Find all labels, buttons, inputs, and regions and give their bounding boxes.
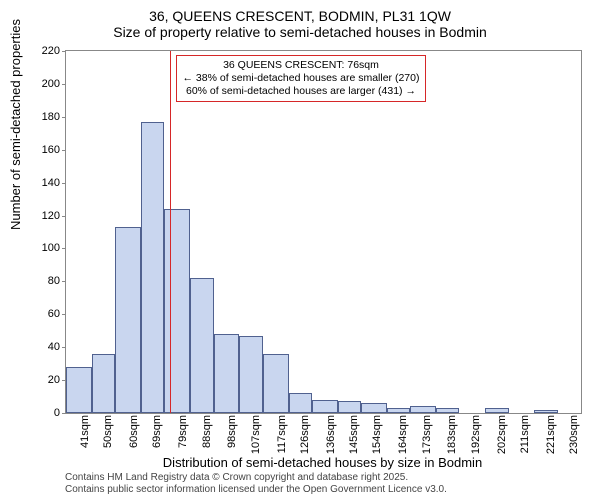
- y-tick-label: 100: [42, 242, 60, 254]
- histogram-bar: [115, 227, 141, 413]
- y-tick-label: 160: [42, 144, 60, 156]
- x-tick-label: 88sqm: [201, 415, 213, 448]
- histogram-bar: [66, 367, 92, 413]
- histogram-bar: [410, 406, 436, 413]
- histogram-bar: [387, 408, 410, 413]
- x-tick-label: 69sqm: [151, 415, 163, 448]
- x-tick-label: 126sqm: [299, 415, 311, 454]
- x-tick-label: 183sqm: [446, 415, 458, 454]
- chart-container: 36, QUEENS CRESCENT, BODMIN, PL31 1QW Si…: [0, 0, 600, 500]
- histogram-bar: [214, 334, 240, 413]
- reference-marker-line: [170, 51, 171, 413]
- y-tick-mark: [62, 183, 66, 184]
- x-tick-label: 117sqm: [276, 415, 288, 453]
- y-tick-label: 200: [42, 78, 60, 90]
- y-axis-label: Number of semi-detached properties: [8, 19, 23, 230]
- x-tick-label: 164sqm: [397, 415, 409, 454]
- histogram-bar: [239, 336, 262, 413]
- y-tick-label: 0: [54, 407, 60, 419]
- attribution-text: Contains HM Land Registry data © Crown c…: [65, 472, 447, 496]
- x-tick-label: 60sqm: [128, 415, 140, 448]
- histogram-bar: [312, 400, 338, 413]
- plot-area: 02040608010012014016018020022041sqm50sqm…: [65, 50, 582, 414]
- histogram-bar: [361, 403, 387, 413]
- histogram-bar: [485, 408, 508, 413]
- info-line-2: ← 38% of semi-detached houses are smalle…: [183, 72, 420, 85]
- attribution-line-2: Contains public sector information licen…: [65, 484, 447, 496]
- histogram-bar: [263, 354, 289, 413]
- y-tick-mark: [62, 281, 66, 282]
- attribution-line-1: Contains HM Land Registry data © Crown c…: [65, 472, 447, 484]
- y-tick-label: 180: [42, 111, 60, 123]
- y-tick-label: 60: [48, 308, 60, 320]
- y-tick-mark: [62, 117, 66, 118]
- histogram-bar: [534, 410, 557, 413]
- y-tick-mark: [62, 314, 66, 315]
- y-tick-mark: [62, 84, 66, 85]
- y-tick-mark: [62, 216, 66, 217]
- y-tick-label: 140: [42, 177, 60, 189]
- y-tick-label: 20: [48, 374, 60, 386]
- y-tick-mark: [62, 150, 66, 151]
- histogram-bar: [164, 209, 190, 413]
- y-tick-label: 220: [42, 45, 60, 57]
- x-tick-label: 173sqm: [421, 415, 433, 454]
- info-line-3: 60% of semi-detached houses are larger (…: [183, 85, 420, 98]
- histogram-bar: [338, 401, 361, 413]
- chart-title-main: 36, QUEENS CRESCENT, BODMIN, PL31 1QW: [0, 0, 600, 24]
- y-tick-mark: [62, 413, 66, 414]
- x-tick-label: 211sqm: [519, 415, 531, 453]
- x-tick-label: 230sqm: [568, 415, 580, 454]
- histogram-bar: [289, 393, 312, 413]
- y-tick-mark: [62, 347, 66, 348]
- x-tick-label: 50sqm: [102, 415, 114, 448]
- x-tick-label: 136sqm: [325, 415, 337, 454]
- y-tick-label: 80: [48, 275, 60, 287]
- x-tick-label: 41sqm: [79, 415, 91, 448]
- histogram-bar: [92, 354, 115, 413]
- y-tick-label: 120: [42, 210, 60, 222]
- y-tick-label: 40: [48, 341, 60, 353]
- x-tick-label: 221sqm: [545, 415, 557, 454]
- x-tick-label: 202sqm: [496, 415, 508, 454]
- info-line-1: 36 QUEENS CRESCENT: 76sqm: [183, 59, 420, 72]
- marker-info-box: 36 QUEENS CRESCENT: 76sqm← 38% of semi-d…: [176, 55, 427, 102]
- x-tick-label: 107sqm: [250, 415, 262, 454]
- x-tick-label: 192sqm: [470, 415, 482, 454]
- x-tick-label: 154sqm: [371, 415, 383, 454]
- x-axis-label: Distribution of semi-detached houses by …: [65, 455, 580, 470]
- y-tick-mark: [62, 248, 66, 249]
- histogram-bar: [141, 122, 164, 413]
- histogram-bar: [436, 408, 459, 413]
- x-tick-label: 79sqm: [177, 415, 189, 448]
- x-tick-label: 98sqm: [226, 415, 238, 448]
- y-tick-mark: [62, 51, 66, 52]
- histogram-bar: [190, 278, 213, 413]
- x-tick-label: 145sqm: [348, 415, 360, 454]
- chart-title-sub: Size of property relative to semi-detach…: [0, 24, 600, 40]
